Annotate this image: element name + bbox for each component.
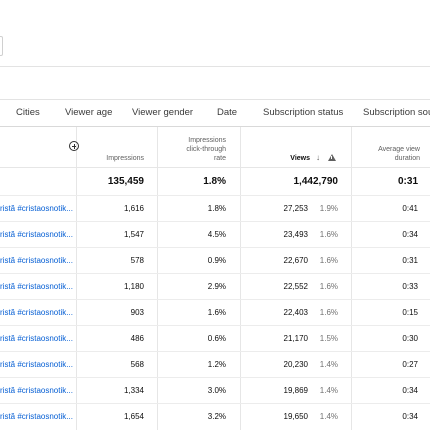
impressions-cell: 1,547 — [123, 230, 144, 239]
table-row[interactable]: ristă #cristaosnotik... 1,547 4.5% 23,493 1.… — [0, 221, 430, 248]
ctr-cell: 1.8% — [207, 204, 226, 213]
divider — [0, 66, 430, 67]
views-cell: 19,650 — [283, 412, 308, 421]
views-cell: 22,670 — [283, 256, 308, 265]
table-row[interactable]: ristă #cristaosnotik... 1,616 1.8% 27,253 1.… — [0, 195, 430, 222]
table-row[interactable]: ristă #cristaosnotik... 1,654 3.2% 19,650 1.… — [0, 403, 430, 430]
header-ctr-line1[interactable]: Impressions — [188, 137, 226, 144]
ctr-cell: 2.9% — [207, 282, 226, 291]
avd-cell: 0:15 — [402, 308, 418, 317]
views-cell: 20,230 — [283, 360, 308, 369]
ctr-cell: 3.2% — [207, 412, 226, 421]
views-percent-cell: 1.6% — [319, 230, 338, 239]
avd-cell: 0:34 — [402, 230, 418, 239]
views-cell: 27,253 — [283, 204, 308, 213]
ctr-cell: 1.6% — [207, 308, 226, 317]
tab-cities[interactable]: Cities — [16, 107, 40, 118]
tab-viewer-age[interactable]: Viewer age — [65, 107, 113, 118]
warning-icon[interactable] — [328, 154, 336, 161]
ctr-cell: 4.5% — [207, 230, 226, 239]
tab-subscription-source[interactable]: Subscription sou — [363, 107, 430, 118]
avd-cell: 0:33 — [402, 282, 418, 291]
header-ctr-line3[interactable]: rate — [213, 155, 226, 162]
column-divider — [157, 127, 158, 430]
divider — [0, 167, 430, 168]
total-views: 1,442,790 — [293, 176, 339, 187]
views-percent-cell: 1.4% — [319, 386, 338, 395]
impressions-cell: 568 — [130, 360, 144, 369]
views-percent-cell: 1.4% — [319, 412, 338, 421]
impressions-cell: 903 — [130, 308, 144, 317]
views-cell: 21,170 — [283, 334, 308, 343]
ctr-cell: 3.0% — [207, 386, 226, 395]
views-percent-cell: 1.6% — [319, 256, 338, 265]
video-title-link[interactable]: ristă #cristaosnotik... — [0, 282, 73, 291]
views-percent-cell: 1.6% — [319, 308, 338, 317]
table-row[interactable]: ristă #cristaosnotik... 1,334 3.0% 19,869 1.… — [0, 377, 430, 404]
video-title-link[interactable]: ristă #cristaosnotik... — [0, 386, 73, 395]
ctr-cell: 1.2% — [207, 360, 226, 369]
column-divider — [240, 127, 241, 430]
ctr-cell: 0.9% — [207, 256, 226, 265]
header-avd-line1[interactable]: Average view — [378, 146, 420, 153]
impressions-cell: 1,616 — [123, 204, 144, 213]
avd-cell: 0:30 — [402, 334, 418, 343]
views-cell: 22,552 — [283, 282, 308, 291]
views-percent-cell: 1.6% — [319, 282, 338, 291]
table-row[interactable]: ristă #cristaosnotik... 486 0.6% 21,170 1.5%… — [0, 325, 430, 352]
video-title-link[interactable]: ristă #cristaosnotik... — [0, 412, 73, 421]
tab-date[interactable]: Date — [217, 107, 238, 118]
table-row[interactable]: ristă #cristaosnotik... 903 1.6% 22,403 1.6%… — [0, 299, 430, 326]
impressions-cell: 1,334 — [123, 386, 144, 395]
video-title-link[interactable]: ristă #cristaosnotik... — [0, 334, 73, 343]
search-box-edge[interactable] — [0, 36, 3, 56]
sort-down-icon[interactable]: ↓ — [316, 153, 320, 162]
impressions-cell: 578 — [130, 256, 144, 265]
video-title-link[interactable]: ristă #cristaosnotik... — [0, 230, 73, 239]
tab-viewer-gender[interactable]: Viewer gender — [132, 107, 194, 118]
video-title-link[interactable]: ristă #cristaosnotik... — [0, 308, 73, 317]
impressions-cell: 486 — [130, 334, 144, 343]
add-column-icon[interactable] — [69, 141, 79, 151]
views-percent-cell: 1.4% — [319, 360, 338, 369]
total-ctr: 1.8% — [203, 176, 226, 187]
header-avd-line2[interactable]: duration — [394, 155, 420, 162]
header-impressions[interactable]: Impressions — [106, 155, 144, 162]
table-row[interactable]: ristă #cristaosnotik... 1,180 2.9% 22,552 1.… — [0, 273, 430, 300]
avd-cell: 0:34 — [402, 412, 418, 421]
avd-cell: 0:41 — [402, 204, 418, 213]
views-percent-cell: 1.5% — [319, 334, 338, 343]
impressions-cell: 1,180 — [123, 282, 144, 291]
dimension-tabs: Cities Viewer age Viewer gender Date Sub… — [0, 100, 430, 126]
totals-row: 135,459 1.8% 1,442,790 0:31 — [0, 167, 430, 195]
views-cell: 23,493 — [283, 230, 308, 239]
impressions-cell: 1,654 — [123, 412, 144, 421]
divider — [0, 99, 430, 100]
avd-cell: 0:34 — [402, 386, 418, 395]
header-views[interactable]: Views — [290, 155, 310, 162]
table-row[interactable]: ristă #cristaosnotik... 568 1.2% 20,230 1.4%… — [0, 351, 430, 378]
ctr-cell: 0.6% — [207, 334, 226, 343]
avd-cell: 0:27 — [402, 360, 418, 369]
divider — [0, 126, 430, 127]
total-avd: 0:31 — [397, 176, 418, 187]
views-percent-cell: 1.9% — [319, 204, 338, 213]
column-divider — [351, 127, 352, 430]
video-title-link[interactable]: ristă #cristaosnotik... — [0, 256, 73, 265]
header-ctr-line2[interactable]: click-through — [186, 146, 226, 153]
views-cell: 19,869 — [283, 386, 308, 395]
total-impressions: 135,459 — [107, 176, 144, 187]
column-divider — [76, 127, 77, 430]
avd-cell: 0:31 — [402, 256, 418, 265]
table-row[interactable]: ristă #cristaosnotik... 578 0.9% 22,670 1.6%… — [0, 247, 430, 274]
video-title-link[interactable]: ristă #cristaosnotik... — [0, 360, 73, 369]
views-cell: 22,403 — [283, 308, 308, 317]
tab-subscription-status[interactable]: Subscription status — [263, 107, 344, 118]
video-title-link[interactable]: ristă #cristaosnotik... — [0, 204, 73, 213]
